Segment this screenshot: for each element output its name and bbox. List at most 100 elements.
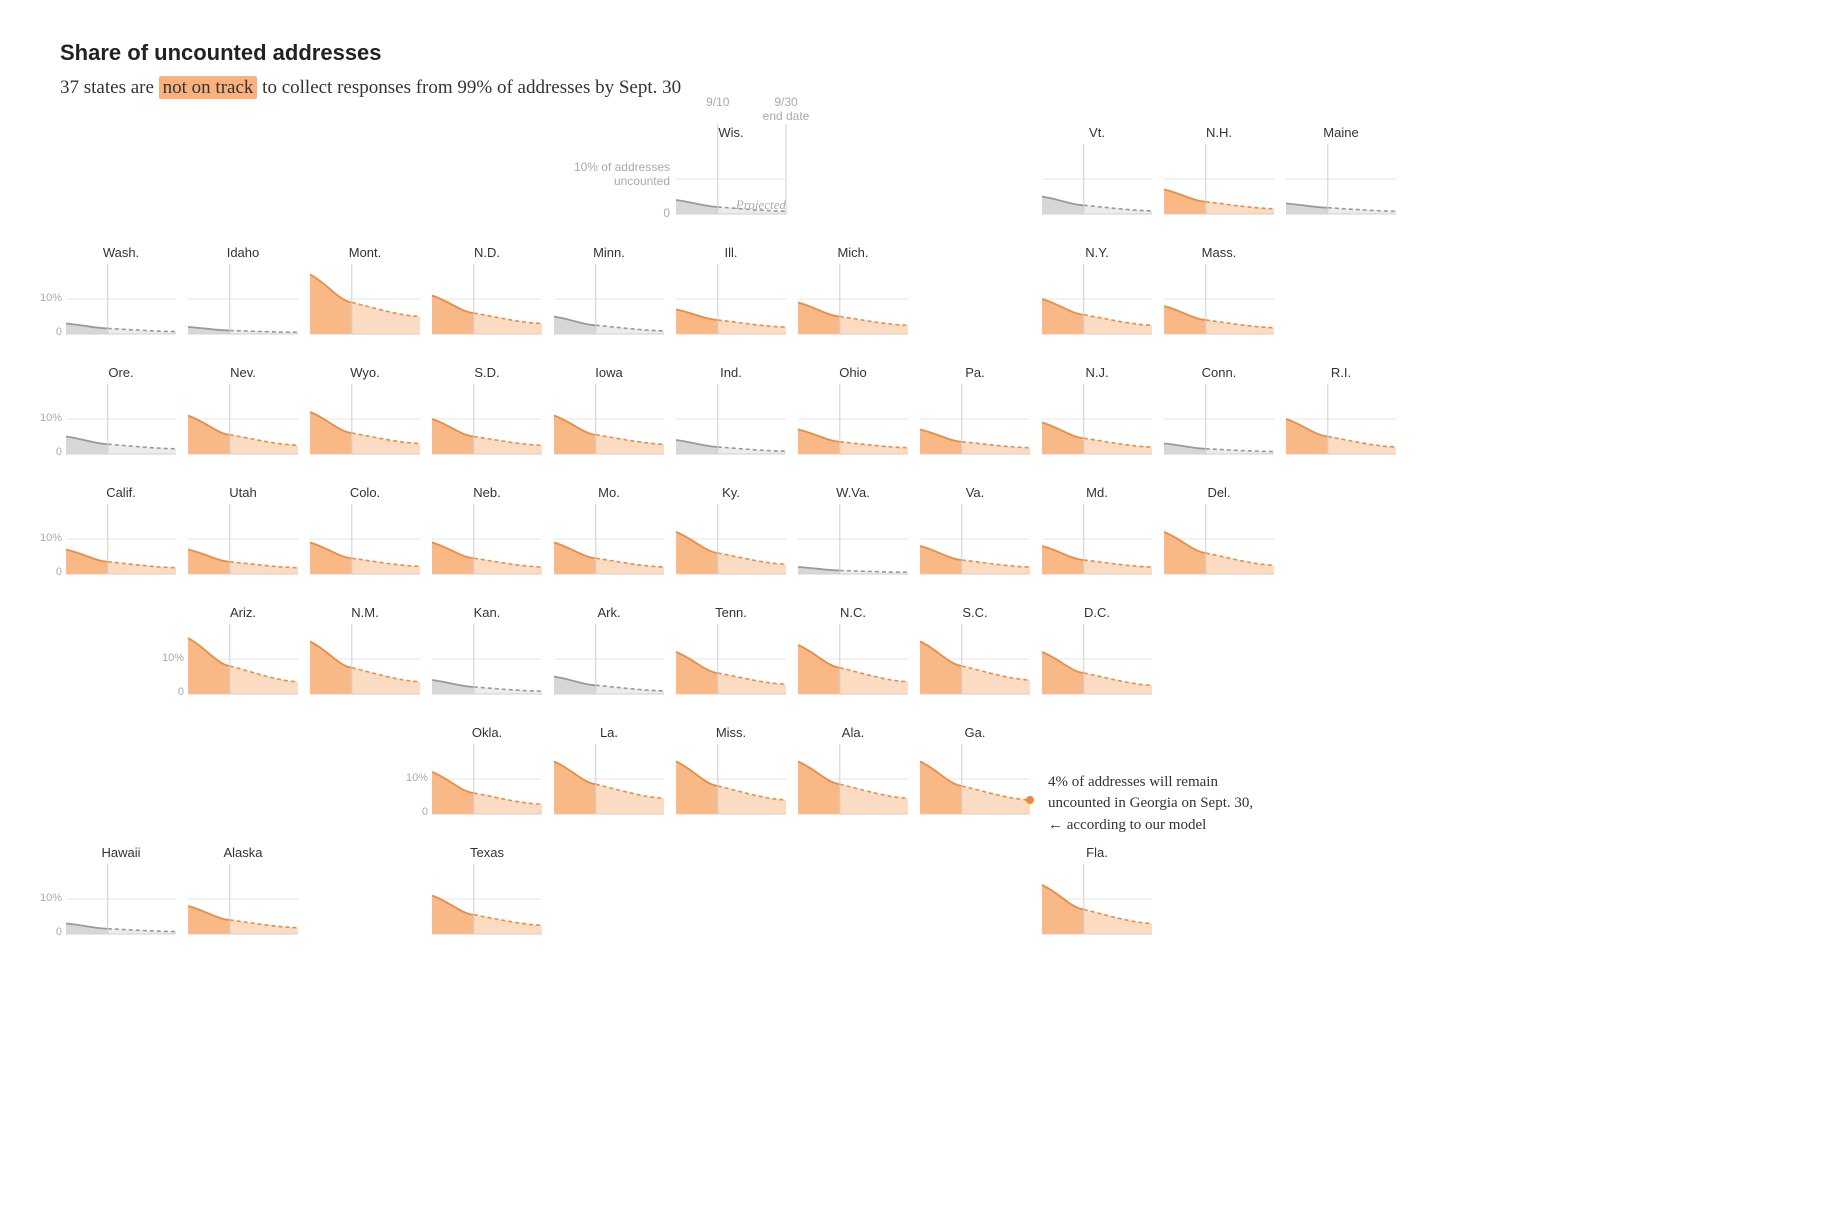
state-chart bbox=[1164, 504, 1274, 574]
subtitle-post: to collect responses from 99% of address… bbox=[257, 77, 681, 98]
state-chart bbox=[676, 504, 786, 574]
state-label: Ore. bbox=[66, 363, 176, 384]
y-axis-ten: 10% bbox=[40, 412, 62, 424]
state-cell: N.D. bbox=[426, 243, 548, 363]
state-label: Wyo. bbox=[310, 363, 420, 384]
state-cell: Ohio bbox=[792, 363, 914, 483]
page-subtitle: 37 states are not on track to collect re… bbox=[60, 74, 760, 103]
state-chart bbox=[1042, 624, 1152, 694]
y-axis-zero: 0 bbox=[56, 926, 62, 938]
state-label: Md. bbox=[1042, 483, 1152, 504]
y-axis-labels: 10% 0 bbox=[32, 264, 66, 334]
svg-text:uncounted: uncounted bbox=[614, 174, 670, 188]
state-label: Okla. bbox=[432, 723, 542, 744]
y-axis-zero: 0 bbox=[178, 686, 184, 698]
state-chart bbox=[676, 264, 786, 334]
state-label: Mich. bbox=[798, 243, 908, 264]
y-axis-ten: 10% bbox=[40, 532, 62, 544]
state-cell: Ill. bbox=[670, 243, 792, 363]
state-chart bbox=[920, 384, 1030, 454]
state-cell: Conn. bbox=[1158, 363, 1280, 483]
state-chart: 10% 0 bbox=[66, 264, 176, 334]
state-cell: Ark. bbox=[548, 603, 670, 723]
state-label: Conn. bbox=[1164, 363, 1274, 384]
state-chart bbox=[554, 744, 664, 814]
state-label: Kan. bbox=[432, 603, 542, 624]
state-label: Nev. bbox=[188, 363, 298, 384]
state-chart bbox=[188, 264, 298, 334]
state-cell: Minn. bbox=[548, 243, 670, 363]
state-chart: 10% 0 bbox=[66, 504, 176, 574]
state-label: Ala. bbox=[798, 723, 908, 744]
state-label: Mass. bbox=[1164, 243, 1274, 264]
state-chart bbox=[310, 264, 420, 334]
svg-text:9/10: 9/10 bbox=[706, 95, 730, 109]
state-chart: 10% 0 bbox=[66, 384, 176, 454]
state-chart bbox=[676, 384, 786, 454]
state-cell: Okla. 10% 0 bbox=[426, 723, 548, 843]
state-label: Idaho bbox=[188, 243, 298, 264]
state-cell: Wyo. bbox=[304, 363, 426, 483]
state-chart bbox=[920, 624, 1030, 694]
state-chart bbox=[310, 504, 420, 574]
state-label: W.Va. bbox=[798, 483, 908, 504]
annotation-line: uncounted in Georgia on Sept. 30, bbox=[1048, 793, 1308, 814]
state-label: La. bbox=[554, 723, 664, 744]
annotation-line: 4% of addresses will remain bbox=[1048, 772, 1308, 793]
state-cell: Maine bbox=[1280, 123, 1402, 243]
state-cell: Calif. 10% 0 bbox=[60, 483, 182, 603]
state-cell: Mo. bbox=[548, 483, 670, 603]
state-cell: Texas bbox=[426, 843, 548, 963]
state-cell: Md. bbox=[1036, 483, 1158, 603]
state-cell: Kan. bbox=[426, 603, 548, 723]
state-label: Ga. bbox=[920, 723, 1030, 744]
state-label: Ohio bbox=[798, 363, 908, 384]
state-label: S.C. bbox=[920, 603, 1030, 624]
state-cell: Ind. bbox=[670, 363, 792, 483]
state-label: Neb. bbox=[432, 483, 542, 504]
state-chart bbox=[1164, 384, 1274, 454]
state-label: Texas bbox=[432, 843, 542, 864]
state-chart bbox=[798, 504, 908, 574]
state-chart bbox=[1286, 384, 1396, 454]
y-axis-zero: 0 bbox=[56, 326, 62, 338]
page-title: Share of uncounted addresses bbox=[60, 40, 760, 66]
svg-text:10% of addresses: 10% of addresses bbox=[574, 160, 670, 174]
state-chart: 10% 0 bbox=[432, 744, 542, 814]
state-chart bbox=[1042, 144, 1152, 214]
state-chart bbox=[1042, 504, 1152, 574]
state-label: N.J. bbox=[1042, 363, 1152, 384]
state-chart bbox=[676, 744, 786, 814]
state-cell: Ore. 10% 0 bbox=[60, 363, 182, 483]
state-label: Colo. bbox=[310, 483, 420, 504]
state-chart bbox=[554, 624, 664, 694]
state-label: Tenn. bbox=[676, 603, 786, 624]
y-axis-labels: 10% 0 bbox=[398, 744, 432, 814]
state-label: Utah bbox=[188, 483, 298, 504]
state-label: N.M. bbox=[310, 603, 420, 624]
state-cell: Vt. bbox=[1036, 123, 1158, 243]
state-chart bbox=[310, 384, 420, 454]
y-axis-zero: 0 bbox=[56, 566, 62, 578]
y-axis-ten: 10% bbox=[162, 652, 184, 664]
state-chart bbox=[188, 504, 298, 574]
state-label: Fla. bbox=[1042, 843, 1152, 864]
state-chart bbox=[1042, 264, 1152, 334]
svg-text:0: 0 bbox=[663, 206, 670, 220]
state-label: Va. bbox=[920, 483, 1030, 504]
state-chart bbox=[554, 264, 664, 334]
state-chart: 4% of addresses will remain uncounted in… bbox=[920, 744, 1030, 814]
state-cell: Fla. bbox=[1036, 843, 1158, 963]
state-chart bbox=[188, 384, 298, 454]
state-label: D.C. bbox=[1042, 603, 1152, 624]
small-multiples-grid: Wis. 9/10 9/30 end date 10% of addresses… bbox=[60, 123, 1788, 963]
state-label: Minn. bbox=[554, 243, 664, 264]
state-cell: Ala. bbox=[792, 723, 914, 843]
state-label: Ky. bbox=[676, 483, 786, 504]
state-cell: Iowa bbox=[548, 363, 670, 483]
state-chart bbox=[432, 864, 542, 934]
state-chart: 10% 0 bbox=[66, 864, 176, 934]
state-cell: Miss. bbox=[670, 723, 792, 843]
state-cell: Del. bbox=[1158, 483, 1280, 603]
state-chart bbox=[1042, 384, 1152, 454]
